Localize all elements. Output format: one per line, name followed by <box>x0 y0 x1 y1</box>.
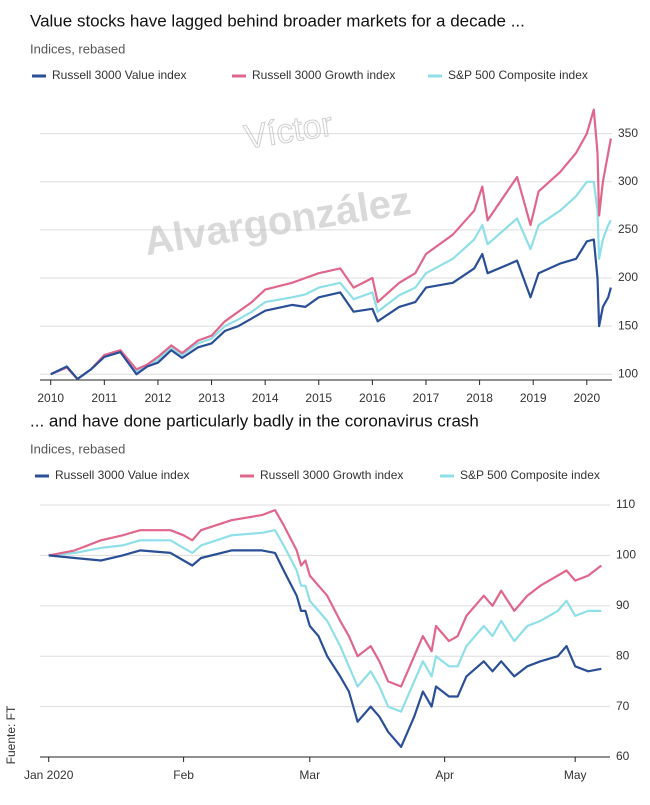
x-tick-label: 2018 <box>466 391 493 405</box>
x-tick-label: 2014 <box>252 391 279 405</box>
chart-subtitle: Indices, rebased <box>30 41 125 56</box>
source: Fuente: FT <box>4 705 18 764</box>
x-tick-label: 2015 <box>305 391 332 405</box>
watermark-line2: Alvargonzález <box>141 179 414 265</box>
y-tick-label: 300 <box>618 174 638 188</box>
chart-title: ... and have done particularly badly in … <box>30 411 479 430</box>
chart-title: Value stocks have lagged behind broader … <box>30 11 525 30</box>
x-tick-label: Jan 2020 <box>24 768 74 782</box>
x-tick-label: Feb <box>173 768 194 782</box>
legend-label: Russell 3000 Growth index <box>260 468 403 482</box>
y-tick-label: 100 <box>618 366 638 380</box>
x-tick-label: 2017 <box>413 391 440 405</box>
y-tick-label: 150 <box>618 318 638 332</box>
y-tick-label: 200 <box>618 270 638 284</box>
y-tick-label: 110 <box>616 497 635 511</box>
x-tick-label: 2020 <box>573 391 600 405</box>
series-line <box>48 509 602 688</box>
chart-subtitle: Indices, rebased <box>30 441 125 456</box>
x-tick-label: 2010 <box>37 391 64 405</box>
x-tick-label: Mar <box>299 768 320 782</box>
x-tick-label: Apr <box>435 768 454 782</box>
y-tick-label: 70 <box>616 699 630 713</box>
y-tick-label: 60 <box>616 749 630 763</box>
x-tick-label: May <box>564 768 587 782</box>
x-tick-label: 2016 <box>359 391 386 405</box>
x-tick-label: 2012 <box>145 391 172 405</box>
series-line <box>48 549 602 748</box>
series-line <box>50 238 612 381</box>
legend-label: Russell 3000 Value index <box>52 68 187 82</box>
series-line <box>50 108 612 381</box>
watermark-line1: Víctor <box>242 105 336 156</box>
x-tick-label: 2011 <box>91 391 117 405</box>
legend-label: Russell 3000 Growth index <box>252 68 395 82</box>
y-tick-label: 80 <box>616 648 630 662</box>
x-tick-label: 2013 <box>198 391 225 405</box>
y-tick-label: 350 <box>618 126 638 140</box>
x-tick-label: 2019 <box>520 391 547 405</box>
legend-label: Russell 3000 Value index <box>55 468 190 482</box>
legend-label: S&P 500 Composite index <box>448 68 588 82</box>
legend-label: S&P 500 Composite index <box>460 468 600 482</box>
y-tick-label: 100 <box>616 548 636 562</box>
y-tick-label: 250 <box>618 222 638 236</box>
y-tick-label: 90 <box>616 598 630 612</box>
series-line <box>48 529 602 713</box>
